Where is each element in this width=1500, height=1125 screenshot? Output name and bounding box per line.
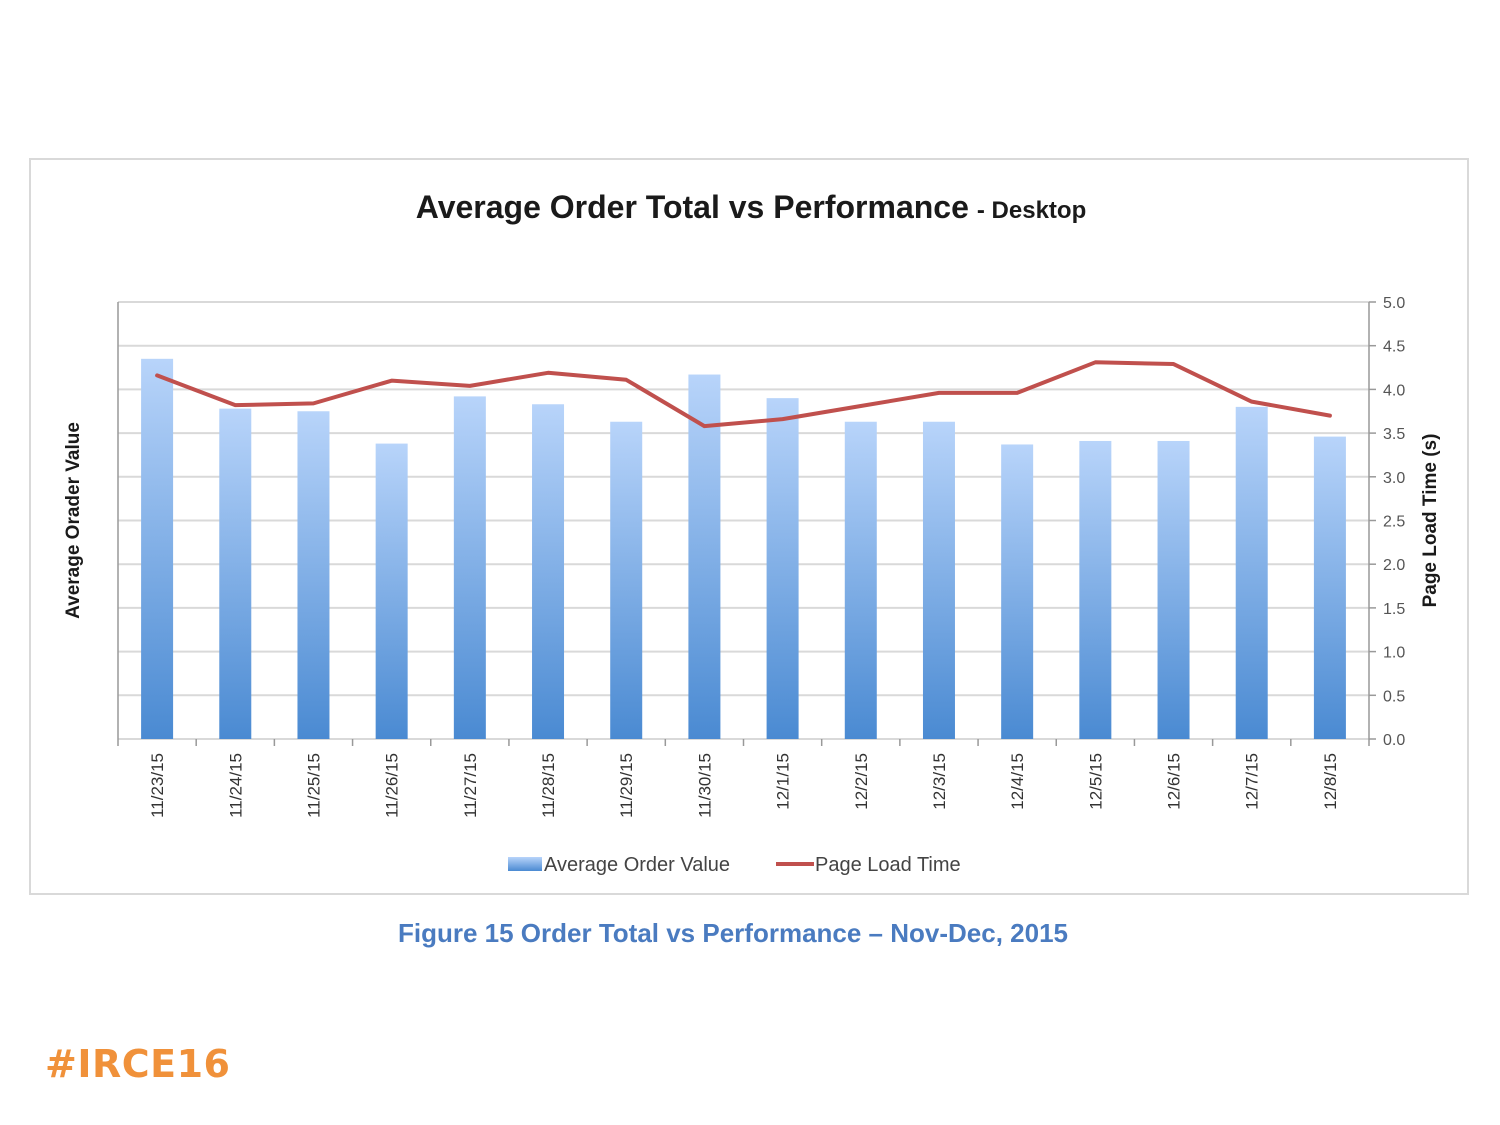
x-tick-label: 11/24/15 <box>226 753 245 818</box>
figure-caption: Figure 15 Order Total vs Performance – N… <box>397 918 1068 948</box>
x-tick-label: 12/5/15 <box>1086 753 1105 810</box>
x-tick-label: 11/23/15 <box>148 753 167 818</box>
y2-tick-label: 0.5 <box>1383 688 1405 705</box>
y2-tick-label: 0.0 <box>1383 732 1405 749</box>
x-tick-label: 12/8/15 <box>1321 753 1340 810</box>
x-tick-label: 11/29/15 <box>617 753 636 818</box>
bar-average-order-value <box>453 396 486 739</box>
y2-tick-label: 2.0 <box>1383 557 1405 574</box>
chart-frame: 0.0 0.5 1.0 1.5 2.0 2.5 3.0 3.5 4.0 4.5 5.0 11/23/1… <box>29 158 1469 895</box>
bar-average-order-value <box>922 421 955 739</box>
x-tick-label: 11/26/15 <box>383 753 402 818</box>
x-tick-label: 12/4/15 <box>1008 753 1027 810</box>
legend-label-average-order-value: Average Order Value <box>544 854 730 876</box>
chart-title-main: Average Order Total vs Performance <box>416 189 969 225</box>
bar-average-order-value <box>766 398 799 739</box>
bar-average-order-value <box>297 411 330 739</box>
axis-layer: 0.0 0.5 1.0 1.5 2.0 2.5 3.0 3.5 4.0 4.5 5.0 11/23/1… <box>63 295 1441 818</box>
y2-axis-label: Page Load Time (s) <box>1420 434 1441 608</box>
y2-tick-label: 3.0 <box>1383 470 1405 487</box>
x-tick-label: 12/6/15 <box>1165 753 1184 810</box>
bar-average-order-value <box>1235 406 1268 739</box>
legend-label-page-load-time: Page Load Time <box>815 854 961 876</box>
x-tick-label: 11/30/15 <box>695 753 714 818</box>
bar-average-order-value <box>532 404 565 739</box>
y2-tick-label: 4.5 <box>1383 339 1405 356</box>
event-hashtag: #IRCE16 <box>45 1042 231 1086</box>
y2-tick-label: 1.5 <box>1383 601 1405 618</box>
bar-average-order-value <box>688 374 721 739</box>
legend-swatch-bar <box>508 857 542 871</box>
y-axis-label: Average Orader Value <box>63 422 84 619</box>
y2-tick-label: 1.0 <box>1383 645 1405 662</box>
bar-average-order-value <box>1079 440 1112 739</box>
y2-tick-label: 2.5 <box>1383 514 1405 531</box>
bar-average-order-value <box>844 421 877 739</box>
y2-tick-label: 5.0 <box>1383 295 1405 312</box>
bar-average-order-value <box>1313 436 1346 739</box>
legend-layer: Average Order Value Page Load Time <box>508 854 961 876</box>
bar-average-order-value <box>1001 444 1034 739</box>
x-tick-label: 12/1/15 <box>774 753 793 810</box>
bar-average-order-value <box>375 443 408 739</box>
x-tick-label: 12/3/15 <box>930 753 949 810</box>
y2-tick-label: 4.0 <box>1383 382 1405 399</box>
x-tick-label: 11/27/15 <box>461 753 480 818</box>
y2-tick-label: 3.5 <box>1383 426 1405 443</box>
bar-average-order-value <box>610 421 643 739</box>
bar-average-order-value <box>1157 440 1190 739</box>
bar-average-order-value <box>219 408 252 739</box>
x-tick-label: 12/7/15 <box>1243 753 1262 810</box>
x-tick-label: 11/25/15 <box>304 753 323 818</box>
line-layer <box>155 360 1332 429</box>
x-tick-label: 11/28/15 <box>539 753 558 818</box>
bar-average-order-value <box>141 358 174 739</box>
line-page-load-time <box>155 360 1332 429</box>
bar-layer <box>141 358 1346 739</box>
chart-subtitle: - Desktop <box>977 197 1086 224</box>
x-tick-label: 12/2/15 <box>852 753 871 810</box>
chart-svg: 0.0 0.5 1.0 1.5 2.0 2.5 3.0 3.5 4.0 4.5 5.0 11/23/1… <box>63 189 1441 876</box>
chart-title: Average Order Total vs Performance - Desk… <box>416 189 1086 225</box>
